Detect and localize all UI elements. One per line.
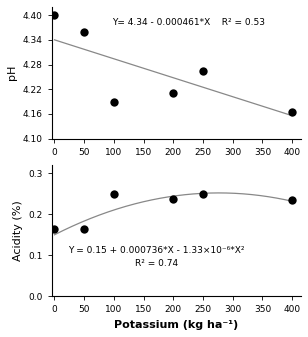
Point <box>52 226 57 231</box>
Point <box>82 227 87 232</box>
Point <box>82 29 87 34</box>
Point <box>290 109 294 115</box>
Y-axis label: pH: pH <box>7 65 17 81</box>
Text: Y= 4.34 - 0.000461*X    R² = 0.53: Y= 4.34 - 0.000461*X R² = 0.53 <box>112 18 265 27</box>
X-axis label: Potassium (kg ha⁻¹): Potassium (kg ha⁻¹) <box>114 320 238 330</box>
Point <box>201 192 205 197</box>
Text: Y = 0.15 + 0.000736*X - 1.33×10⁻⁶*X²
R² = 0.74: Y = 0.15 + 0.000736*X - 1.33×10⁻⁶*X² R² … <box>68 246 245 268</box>
Point <box>111 99 116 104</box>
Point <box>201 68 205 73</box>
Point <box>52 12 57 18</box>
Point <box>171 196 176 201</box>
Point <box>290 197 294 203</box>
Point <box>171 91 176 96</box>
Y-axis label: Acidity (%): Acidity (%) <box>13 200 22 261</box>
Point <box>111 192 116 197</box>
